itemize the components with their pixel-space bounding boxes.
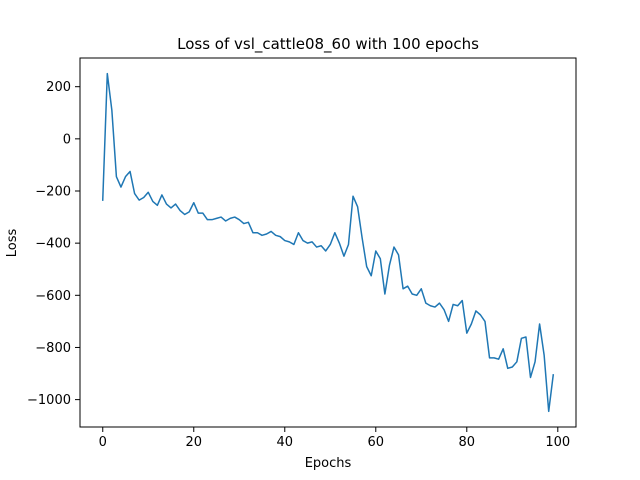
y-tick-label: 200 bbox=[46, 80, 71, 95]
series-line-0 bbox=[101, 72, 555, 413]
x-tick-label: 40 bbox=[276, 435, 293, 450]
y-axis: 200 0 −200 −400 −600 −800 −1000 bbox=[27, 80, 80, 408]
x-tick-label: 20 bbox=[185, 435, 202, 450]
y-tick-label: −600 bbox=[35, 289, 71, 304]
y-tick-label: 0 bbox=[63, 132, 71, 147]
x-tick-label: 60 bbox=[368, 435, 385, 450]
x-axis-label: Epochs bbox=[305, 456, 352, 471]
y-tick-label: −200 bbox=[35, 184, 71, 199]
x-tick-label: 80 bbox=[459, 435, 476, 450]
y-tick-label: −400 bbox=[35, 237, 71, 252]
plot-frame bbox=[79, 57, 577, 428]
plot-area bbox=[101, 72, 555, 413]
y-axis-label: Loss bbox=[5, 229, 20, 258]
x-tick-label: 0 bbox=[99, 435, 107, 450]
y-tick-label: −800 bbox=[35, 341, 71, 356]
y-tick-label: −1000 bbox=[27, 393, 71, 408]
x-axis: 0 20 40 60 80 100 bbox=[99, 427, 570, 450]
chart-title: Loss of vsl_cattle08_60 with 100 epochs bbox=[177, 35, 479, 54]
x-tick-label: 100 bbox=[545, 435, 570, 450]
